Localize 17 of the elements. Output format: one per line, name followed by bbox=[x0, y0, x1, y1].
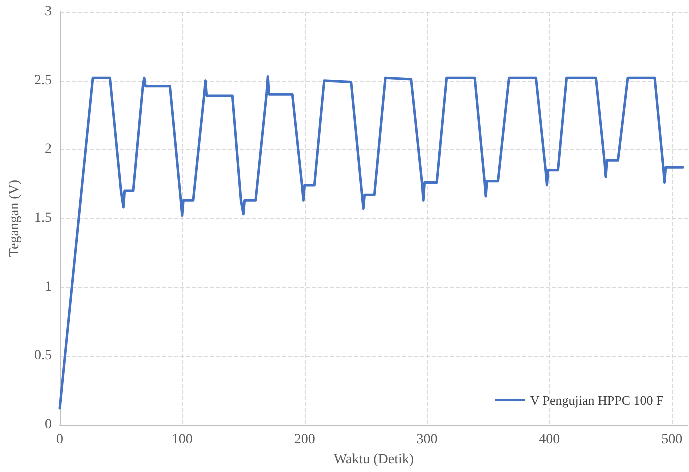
x-tick-label: 300 bbox=[416, 432, 438, 448]
y-tick-label: 1.5 bbox=[34, 211, 52, 226]
line-series bbox=[58, 75, 684, 410]
legend-label: V Pengujian HPPC 100 F bbox=[530, 393, 664, 408]
y-tick-label: 1 bbox=[45, 280, 52, 295]
y-axis-title: Tegangan (V) bbox=[8, 180, 22, 258]
y-tick-label: 2.5 bbox=[34, 73, 52, 88]
x-tick-label: 400 bbox=[539, 432, 560, 448]
y-tick-label: 2 bbox=[45, 142, 52, 158]
x-tick-label: 0 bbox=[56, 432, 64, 448]
x-tick-label: 200 bbox=[294, 432, 316, 448]
x-axis-title: Waktu (Detik) bbox=[334, 452, 414, 468]
y-tick-label: 0 bbox=[45, 418, 52, 432]
y-tick-label: 3 bbox=[45, 4, 52, 20]
y-tick-label: 0.5 bbox=[34, 348, 52, 364]
x-tick-label: 500 bbox=[662, 432, 683, 448]
x-tick-label: 100 bbox=[172, 432, 193, 448]
